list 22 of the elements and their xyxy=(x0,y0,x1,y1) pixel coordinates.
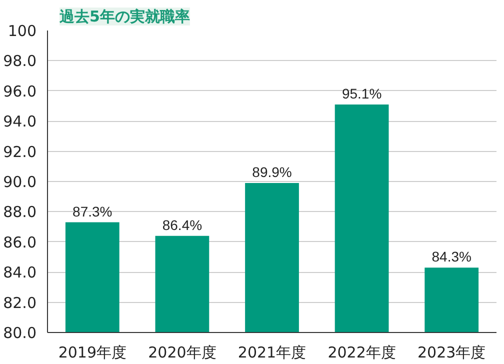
y-tick-label: 84.0 xyxy=(3,264,37,282)
data-label: 87.3% xyxy=(72,203,112,220)
data-label: 84.3% xyxy=(432,248,472,265)
y-tick-label: 90.0 xyxy=(3,173,37,191)
x-tick-label: 2023年度 xyxy=(418,344,486,362)
x-tick-label: 2022年度 xyxy=(328,344,396,362)
y-tick-label: 94.0 xyxy=(3,112,37,131)
y-tick-label: 82.0 xyxy=(3,294,37,312)
y-tick-label: 88.0 xyxy=(3,203,37,222)
data-label: 95.1% xyxy=(342,85,382,102)
y-tick-label: 96.0 xyxy=(3,82,37,100)
y-tick-label: 86.0 xyxy=(3,233,37,252)
y-tick-label: 92.0 xyxy=(3,142,37,161)
x-tick-label: 2019年度 xyxy=(58,344,126,362)
y-tick-label: 100 xyxy=(8,22,37,40)
data-label: 86.4% xyxy=(162,216,202,233)
x-tick-label: 2020年度 xyxy=(148,344,216,362)
x-tick-label: 2021年度 xyxy=(238,344,306,362)
y-tick-label: 80.0 xyxy=(3,324,37,342)
data-label: 89.9% xyxy=(252,164,292,180)
y-tick-label: 98.0 xyxy=(3,52,37,70)
chart-title: 過去5年の実就職率 xyxy=(58,8,190,26)
